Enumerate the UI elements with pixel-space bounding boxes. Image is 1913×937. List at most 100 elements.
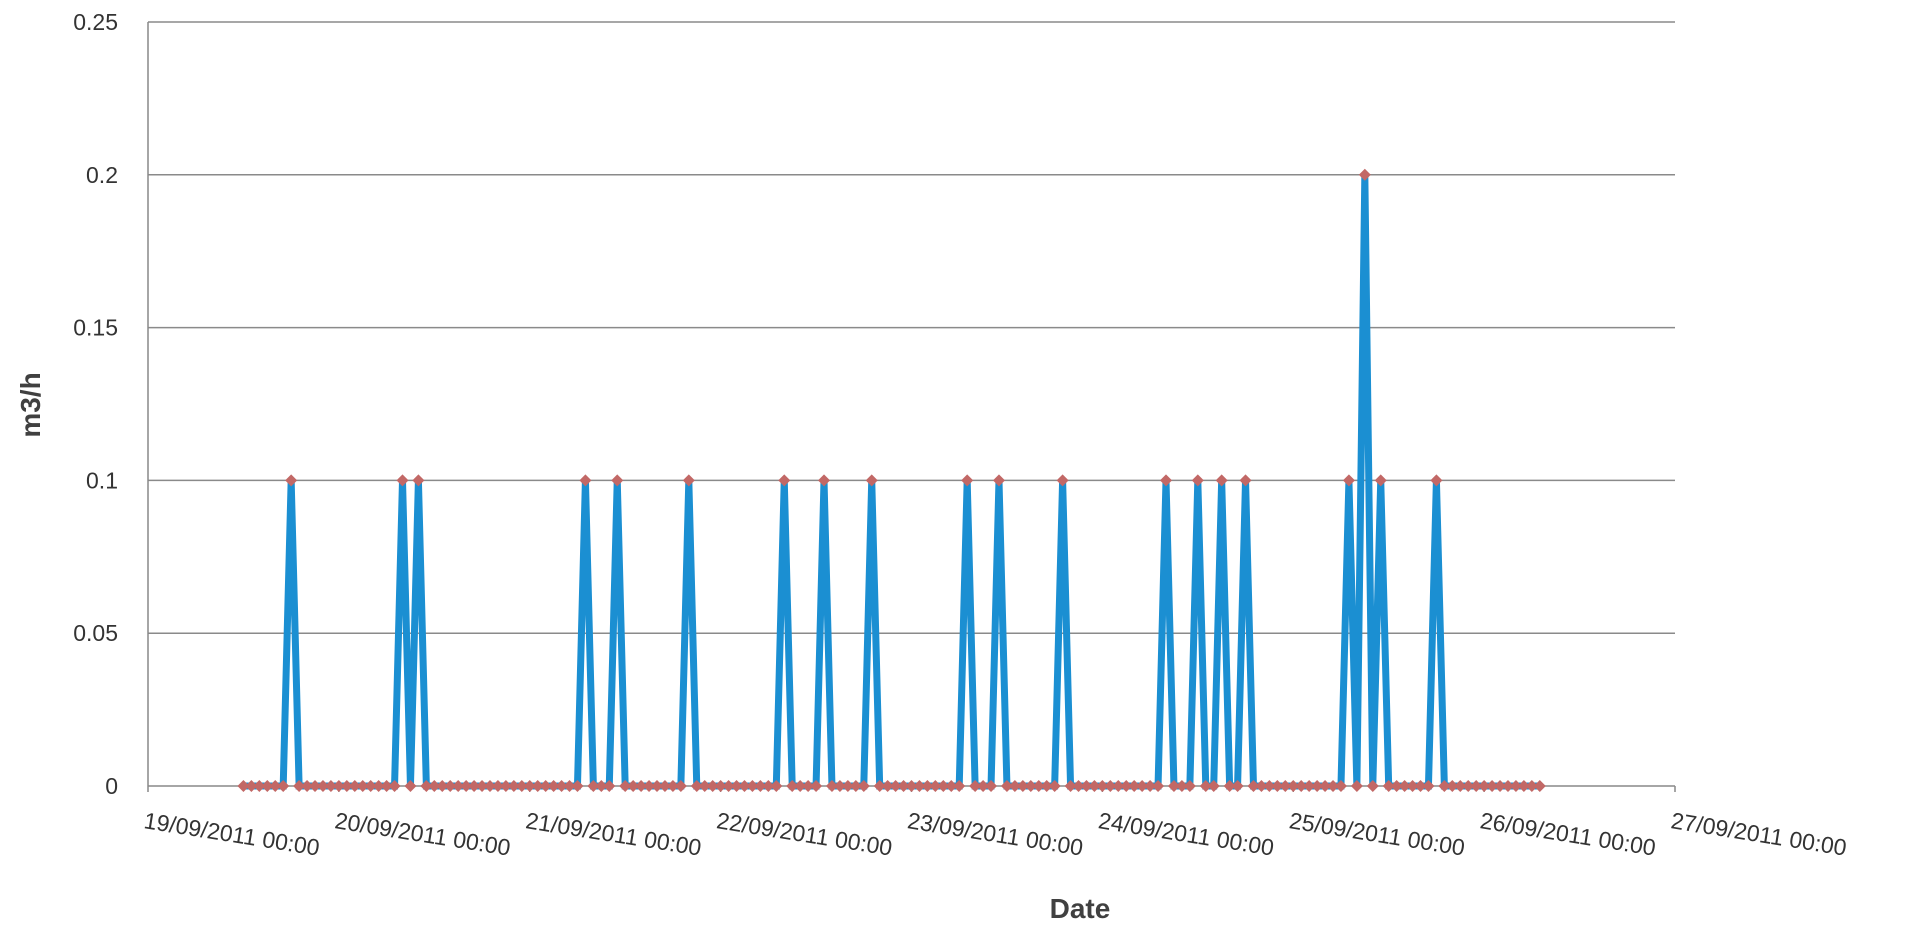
data-point xyxy=(380,780,393,792)
data-point xyxy=(444,780,457,792)
data-point xyxy=(1334,780,1347,792)
data-point xyxy=(1438,780,1451,792)
x-tick-label: 26/09/2011 00:00 xyxy=(1478,807,1657,860)
data-point xyxy=(483,780,496,792)
data-point xyxy=(460,780,473,792)
data-point xyxy=(1064,780,1077,792)
data-point xyxy=(889,780,902,792)
data-point xyxy=(468,780,481,792)
x-tick-label: 25/09/2011 00:00 xyxy=(1287,807,1466,860)
data-point xyxy=(1279,780,1292,792)
data-point xyxy=(818,474,831,487)
data-point xyxy=(1096,780,1109,792)
data-point xyxy=(1048,780,1061,792)
data-point xyxy=(1414,780,1427,792)
data-point xyxy=(1287,780,1300,792)
data-point xyxy=(1311,780,1324,792)
data-point xyxy=(1263,780,1276,792)
data-point xyxy=(913,780,926,792)
data-point xyxy=(348,780,361,792)
data-point xyxy=(1112,780,1125,792)
data-point xyxy=(802,780,815,792)
data-point xyxy=(603,780,616,792)
data-point xyxy=(531,780,544,792)
data-point xyxy=(857,780,870,792)
data-point xyxy=(404,780,417,792)
x-tick-label: 22/09/2011 00:00 xyxy=(715,807,894,860)
data-point xyxy=(507,780,520,792)
data-point xyxy=(1462,780,1475,792)
data-point xyxy=(1406,780,1419,792)
data-point xyxy=(309,780,322,792)
y-tick-label: 0.25 xyxy=(73,9,118,35)
data-point xyxy=(1525,780,1538,792)
data-point xyxy=(1128,780,1141,792)
data-point xyxy=(1247,780,1260,792)
data-point xyxy=(770,780,783,792)
data-point xyxy=(627,780,640,792)
data-point xyxy=(754,780,767,792)
data-point xyxy=(794,780,807,792)
data-point xyxy=(301,780,314,792)
data-point xyxy=(1533,780,1546,792)
data-point xyxy=(921,780,934,792)
data-point xyxy=(539,780,552,792)
data-point xyxy=(1366,780,1379,792)
data-point xyxy=(714,780,727,792)
data-point xyxy=(746,780,759,792)
x-tick-label: 27/09/2011 00:00 xyxy=(1669,807,1848,860)
data-point xyxy=(778,474,791,487)
data-point xyxy=(491,780,504,792)
data-point xyxy=(706,780,719,792)
data-point xyxy=(1494,780,1507,792)
data-point xyxy=(1430,474,1443,487)
data-point xyxy=(428,780,441,792)
data-point xyxy=(364,780,377,792)
data-point xyxy=(953,780,966,792)
data-point xyxy=(1072,780,1085,792)
data-point xyxy=(730,780,743,792)
data-point xyxy=(992,474,1005,487)
data-point xyxy=(961,474,974,487)
data-point xyxy=(277,780,290,792)
data-point xyxy=(873,780,886,792)
data-point xyxy=(1486,780,1499,792)
data-point xyxy=(1501,780,1514,792)
data-point xyxy=(849,780,862,792)
data-point xyxy=(651,780,663,792)
data-point xyxy=(1454,780,1467,792)
data-point xyxy=(1422,780,1435,792)
data-point xyxy=(356,780,369,792)
data-point xyxy=(1358,168,1371,181)
data-point xyxy=(452,780,465,792)
data-point xyxy=(1207,780,1220,792)
data-point xyxy=(1136,780,1149,792)
data-point xyxy=(1104,780,1117,792)
data-point xyxy=(332,780,345,792)
data-point xyxy=(937,780,950,792)
data-point xyxy=(1271,780,1284,792)
data-point xyxy=(698,780,711,792)
data-point xyxy=(1000,780,1013,792)
data-point xyxy=(571,780,584,792)
data-point xyxy=(905,780,918,792)
data-point xyxy=(1160,474,1172,487)
y-tick-label: 0.15 xyxy=(73,315,118,341)
data-point xyxy=(253,780,266,792)
data-point xyxy=(1303,780,1316,792)
x-tick-label: 21/09/2011 00:00 xyxy=(524,807,703,860)
data-point xyxy=(237,780,250,792)
data-point xyxy=(587,780,600,792)
x-tick-label: 23/09/2011 00:00 xyxy=(906,807,1085,860)
data-point xyxy=(762,780,775,792)
data-point xyxy=(555,780,568,792)
data-point xyxy=(285,474,298,487)
data-point xyxy=(738,780,751,792)
data-point xyxy=(1191,474,1204,487)
data-point xyxy=(1382,780,1395,792)
data-point xyxy=(1008,780,1021,792)
data-point xyxy=(682,474,695,487)
data-point xyxy=(515,780,528,792)
data-point xyxy=(690,780,703,792)
data-point xyxy=(1231,780,1244,792)
